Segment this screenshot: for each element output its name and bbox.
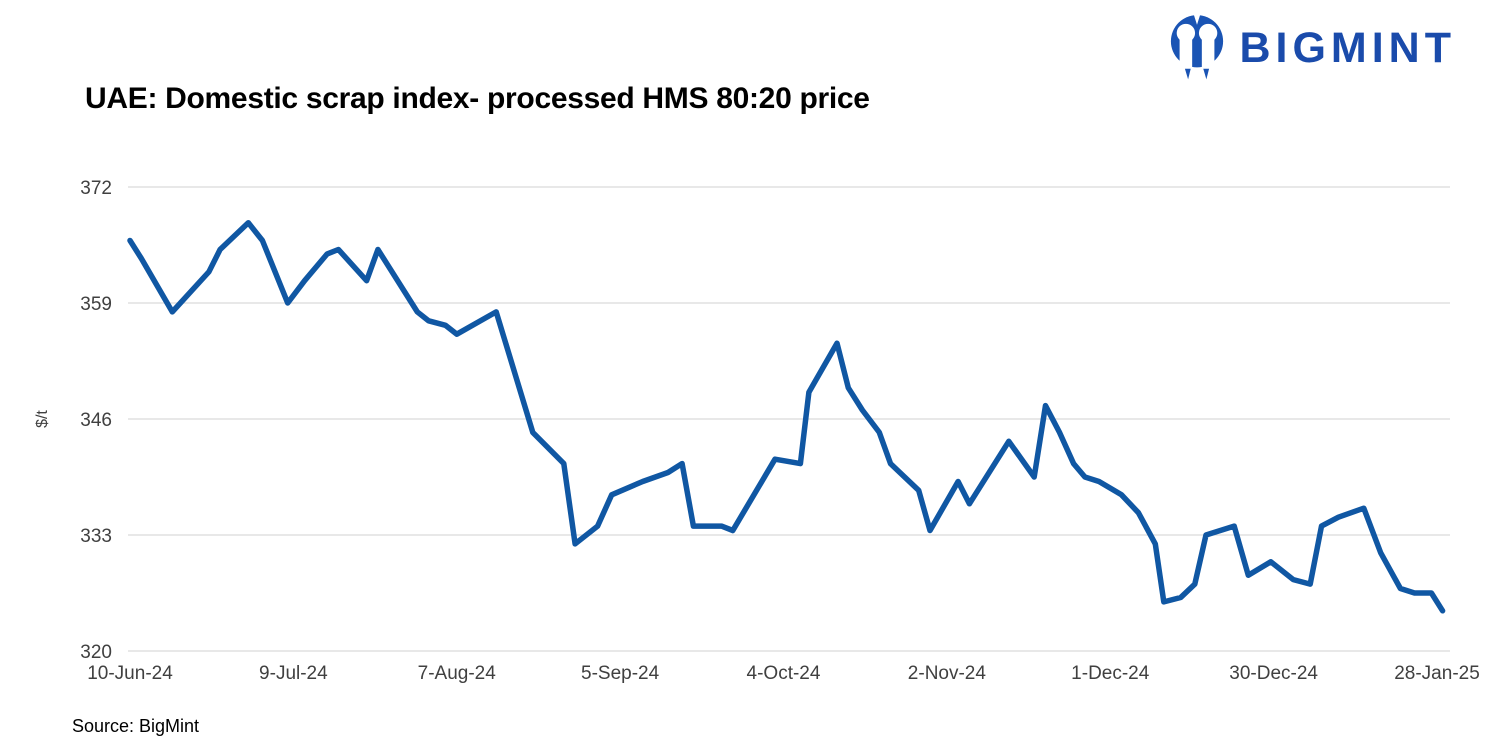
x-tick-label: 4-Oct-24: [747, 663, 821, 684]
x-tick-label: 7-Aug-24: [418, 663, 497, 684]
x-tick-label: 2-Nov-24: [908, 663, 987, 684]
chart-title: UAE: Domestic scrap index- processed HMS…: [85, 82, 870, 115]
x-tick-label: 10-Jun-24: [87, 663, 173, 684]
y-tick-label: 346: [80, 410, 112, 431]
y-tick-label: 320: [80, 642, 112, 663]
brand-wordmark: BIGMINT: [1239, 23, 1456, 72]
bigmint-logo-icon: [1171, 14, 1224, 80]
x-tick-label: 28-Jan-25: [1394, 663, 1480, 684]
y-tick-label: 333: [80, 526, 112, 547]
y-tick-label: 372: [80, 178, 112, 199]
y-axis-title: $/t: [34, 410, 51, 428]
brand-logo: BIGMINT: [1168, 14, 1456, 82]
x-tick-label: 9-Jul-24: [259, 663, 328, 684]
x-tick-label: 1-Dec-24: [1071, 663, 1150, 684]
y-tick-label: 359: [80, 294, 112, 315]
x-tick-label: 30-Dec-24: [1229, 663, 1318, 684]
x-tick-label: 5-Sep-24: [581, 663, 660, 684]
source-caption: Source: BigMint: [72, 716, 200, 736]
series-line: [127, 219, 1446, 614]
